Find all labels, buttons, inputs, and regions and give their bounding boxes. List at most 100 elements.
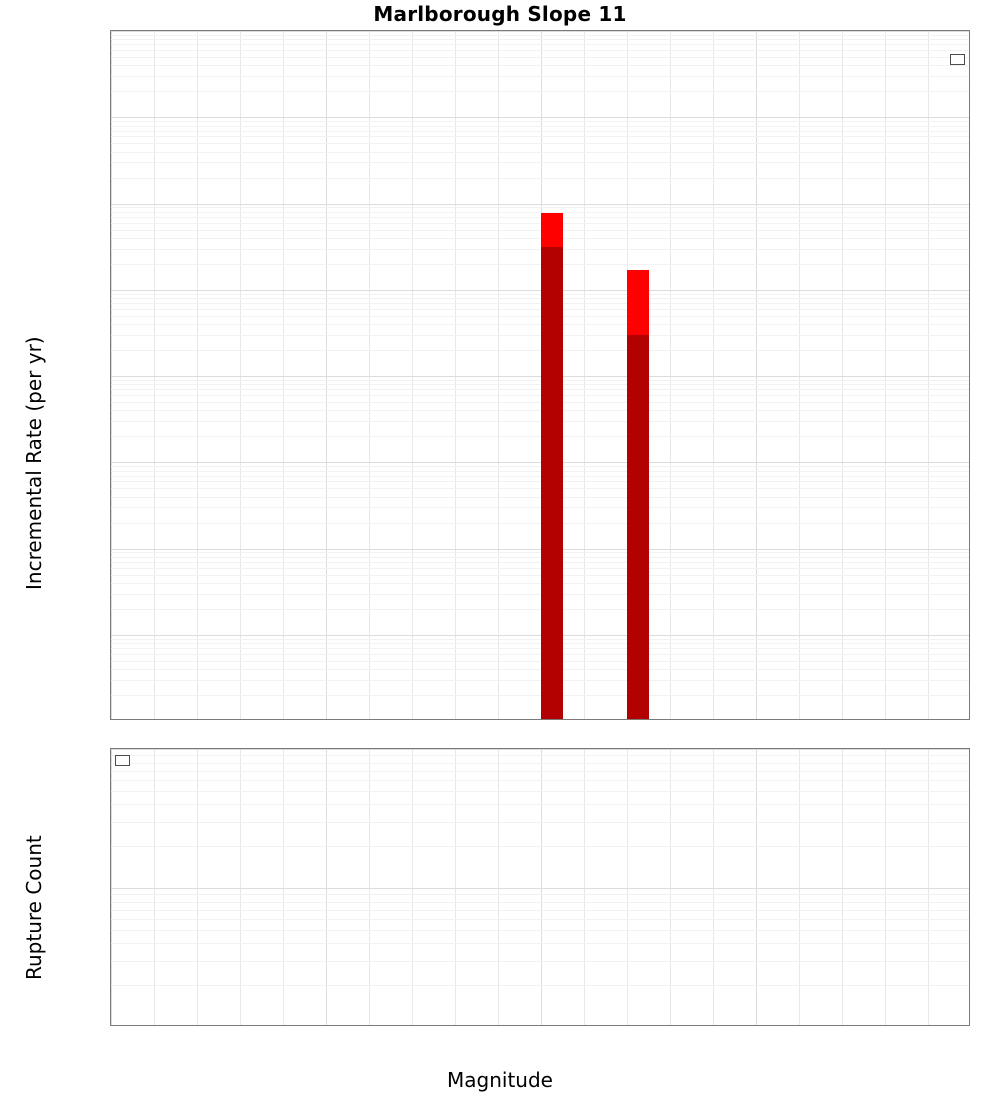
top-chart-y-axis-label: Incremental Rate (per yr) bbox=[22, 336, 46, 590]
gridline-horizontal-major bbox=[111, 888, 969, 889]
gridline-horizontal-minor bbox=[111, 125, 969, 127]
gridline-horizontal-minor bbox=[111, 488, 969, 490]
gridline-horizontal-minor bbox=[111, 985, 969, 987]
gridline-horizontal-minor bbox=[111, 638, 969, 640]
gridline-horizontal-minor bbox=[111, 470, 969, 472]
gridline-horizontal-minor bbox=[111, 334, 969, 336]
gridline-vertical bbox=[197, 31, 198, 719]
gridline-horizontal-major bbox=[111, 548, 969, 550]
gridline-horizontal-minor bbox=[111, 960, 969, 962]
gridline-horizontal-minor bbox=[111, 395, 969, 397]
gridline-horizontal-minor bbox=[111, 389, 969, 391]
gridline-horizontal-minor bbox=[111, 507, 969, 509]
gridline-horizontal-minor bbox=[111, 574, 969, 576]
gridline-horizontal-minor bbox=[111, 901, 969, 903]
gridline-vertical bbox=[885, 749, 886, 1025]
bar-nucleation bbox=[627, 334, 649, 719]
gridline-vertical bbox=[326, 749, 327, 1025]
gridline-horizontal-minor bbox=[111, 91, 969, 93]
gridline-horizontal-major bbox=[111, 462, 969, 464]
bar-nucleation bbox=[541, 247, 563, 719]
gridline-vertical bbox=[928, 31, 929, 719]
gridline-horizontal-minor bbox=[111, 136, 969, 138]
bottom-chart-legend bbox=[115, 755, 130, 766]
top-chart-legend bbox=[950, 54, 965, 65]
gridline-horizontal-minor bbox=[111, 293, 969, 295]
gridline-horizontal-minor bbox=[111, 162, 969, 164]
gridline-vertical bbox=[498, 749, 499, 1025]
gridline-horizontal-minor bbox=[111, 237, 969, 239]
gridline-horizontal-minor bbox=[111, 608, 969, 610]
gridline-horizontal-minor bbox=[111, 894, 969, 896]
gridline-horizontal-minor bbox=[111, 846, 969, 848]
gridline-vertical bbox=[455, 749, 456, 1025]
gridline-vertical bbox=[627, 749, 628, 1025]
gridline-horizontal-minor bbox=[111, 567, 969, 569]
gridline-horizontal-minor bbox=[111, 466, 969, 468]
gridline-vertical bbox=[584, 749, 585, 1025]
gridline-vertical bbox=[240, 31, 241, 719]
gridline-vertical bbox=[756, 31, 757, 719]
gridline-vertical bbox=[369, 31, 370, 719]
gridline-horizontal-minor bbox=[111, 790, 969, 792]
x-axis-label: Magnitude bbox=[447, 1068, 553, 1092]
gridline-horizontal-minor bbox=[111, 918, 969, 920]
gridline-horizontal-minor bbox=[111, 308, 969, 310]
gridline-vertical bbox=[928, 749, 929, 1025]
gridline-horizontal-minor bbox=[111, 211, 969, 213]
gridline-horizontal-major bbox=[111, 634, 969, 636]
gridline-horizontal-minor bbox=[111, 779, 969, 781]
gridline-vertical bbox=[412, 31, 413, 719]
gridline-horizontal-minor bbox=[111, 222, 969, 224]
gridline-horizontal-minor bbox=[111, 552, 969, 554]
gridline-horizontal-minor bbox=[111, 130, 969, 132]
gridline-horizontal-minor bbox=[111, 821, 969, 823]
gridline-vertical bbox=[283, 31, 284, 719]
gridline-horizontal-major bbox=[111, 31, 969, 32]
gridline-horizontal-minor bbox=[111, 298, 969, 300]
gridline-horizontal-minor bbox=[111, 556, 969, 558]
gridline-horizontal-minor bbox=[111, 151, 969, 153]
gridline-vertical bbox=[842, 31, 843, 719]
gridline-vertical bbox=[326, 31, 327, 719]
gridline-horizontal-minor bbox=[111, 384, 969, 386]
gridline-horizontal-minor bbox=[111, 410, 969, 412]
gridline-horizontal-minor bbox=[111, 421, 969, 423]
gridline-horizontal-major bbox=[111, 117, 969, 119]
gridline-horizontal-minor bbox=[111, 44, 969, 46]
bottom-chart-y-axis-label: Rupture Count bbox=[22, 835, 46, 980]
gridline-vertical bbox=[197, 749, 198, 1025]
gridline-horizontal-minor bbox=[111, 648, 969, 650]
gridline-horizontal-major bbox=[111, 376, 969, 377]
gridline-horizontal-minor bbox=[111, 593, 969, 595]
gridline-horizontal-minor bbox=[111, 804, 969, 806]
gridline-vertical bbox=[240, 749, 241, 1025]
gridline-horizontal-minor bbox=[111, 943, 969, 945]
gridline-vertical bbox=[799, 749, 800, 1025]
gridline-horizontal-minor bbox=[111, 324, 969, 326]
gridline-vertical bbox=[756, 749, 757, 1025]
gridline-vertical bbox=[713, 31, 714, 719]
gridline-vertical bbox=[842, 749, 843, 1025]
gridline-horizontal-minor bbox=[111, 76, 969, 78]
gridline-vertical bbox=[412, 749, 413, 1025]
gridline-horizontal-minor bbox=[111, 207, 969, 209]
gridline-vertical bbox=[885, 31, 886, 719]
gridline-horizontal-minor bbox=[111, 522, 969, 524]
gridline-horizontal-minor bbox=[111, 39, 969, 41]
gridline-vertical bbox=[584, 31, 585, 719]
gridline-horizontal-minor bbox=[111, 481, 969, 483]
gridline-horizontal-minor bbox=[111, 379, 969, 381]
gridline-horizontal-major bbox=[111, 203, 969, 205]
gridline-horizontal-minor bbox=[111, 34, 969, 36]
gridline-horizontal-minor bbox=[111, 653, 969, 655]
gridline-vertical bbox=[498, 31, 499, 719]
gridline-vertical bbox=[283, 749, 284, 1025]
gridline-horizontal-minor bbox=[111, 475, 969, 477]
gridline-vertical bbox=[455, 31, 456, 719]
gridline-horizontal-minor bbox=[111, 770, 969, 772]
gridline-horizontal-minor bbox=[111, 248, 969, 250]
gridline-vertical bbox=[799, 31, 800, 719]
gridline-horizontal-minor bbox=[111, 50, 969, 52]
gridline-horizontal-minor bbox=[111, 402, 969, 403]
